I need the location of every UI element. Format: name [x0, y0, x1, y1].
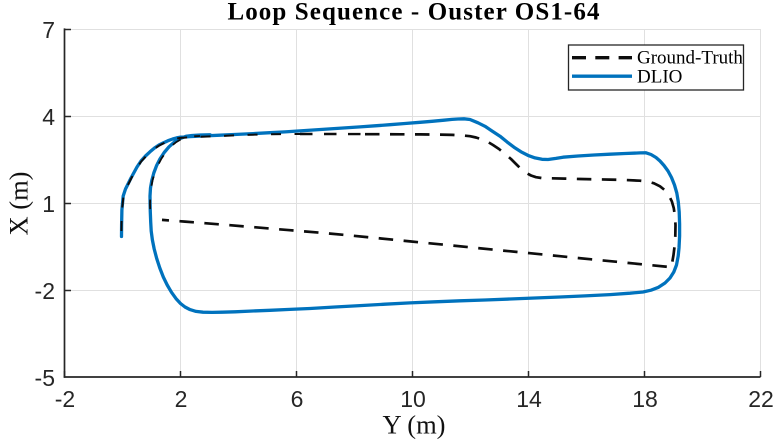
- svg-text:22: 22: [748, 386, 774, 412]
- svg-text:6: 6: [291, 386, 304, 412]
- svg-text:Y (m): Y (m): [382, 410, 445, 440]
- svg-text:-2: -2: [35, 278, 55, 304]
- svg-text:2: 2: [175, 386, 188, 412]
- svg-text:Loop Sequence - Ouster OS1-64: Loop Sequence - Ouster OS1-64: [227, 0, 600, 26]
- svg-text:-5: -5: [35, 365, 55, 391]
- svg-text:10: 10: [400, 386, 426, 412]
- svg-text:DLIO: DLIO: [637, 66, 682, 87]
- svg-text:1: 1: [42, 191, 55, 217]
- svg-text:14: 14: [516, 386, 542, 412]
- svg-text:-2: -2: [55, 386, 75, 412]
- svg-text:7: 7: [42, 17, 55, 43]
- svg-text:4: 4: [42, 104, 55, 130]
- svg-text:18: 18: [632, 386, 658, 412]
- svg-text:Ground-Truth: Ground-Truth: [637, 48, 743, 69]
- svg-text:X (m): X (m): [4, 171, 34, 235]
